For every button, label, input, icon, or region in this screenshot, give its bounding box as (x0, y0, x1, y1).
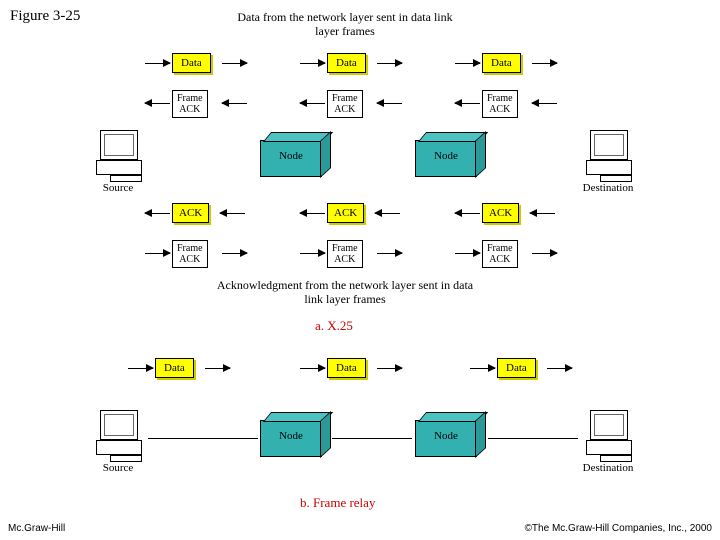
source-label: Source (78, 462, 158, 474)
arrow-right (222, 253, 247, 254)
data-box: Data (327, 53, 366, 73)
arrow-right (300, 368, 325, 369)
top-caption: Data from the network layer sent in data… (230, 10, 460, 39)
data-box: Data (497, 358, 536, 378)
arrow-right (300, 63, 325, 64)
destination-label: Destination (568, 182, 648, 194)
arrow-right (300, 253, 325, 254)
arrow-right (128, 368, 153, 369)
ack-box: ACK (172, 203, 209, 223)
arrow-right (455, 253, 480, 254)
data-box: Data (155, 358, 194, 378)
ack-box: ACK (327, 203, 364, 223)
frame-ack-box: Frame ACK (172, 90, 208, 118)
destination-computer: Destination (580, 130, 635, 180)
footer-left: Mc.Graw-Hill (8, 523, 65, 534)
frame-ack-box: Frame ACK (327, 90, 363, 118)
arrow-left (300, 103, 325, 104)
arrow-left (220, 213, 245, 214)
arrow-right (547, 368, 572, 369)
node-label: Node (261, 430, 321, 442)
arrow-left (145, 103, 170, 104)
footer-right: ©The Mc.Graw-Hill Companies, Inc., 2000 (525, 523, 712, 534)
node-label: Node (416, 430, 476, 442)
arrow-right (470, 368, 495, 369)
caption-b: b. Frame relay (300, 495, 375, 511)
caption-a: a. X.25 (315, 318, 353, 334)
arrow-left (455, 103, 480, 104)
arrow-right (377, 63, 402, 64)
arrow-right (377, 368, 402, 369)
source-label: Source (78, 182, 158, 194)
arrow-left (222, 103, 247, 104)
connector-line (332, 438, 412, 439)
arrow-left (530, 213, 555, 214)
node-cube: Node (260, 420, 322, 457)
arrow-left (455, 213, 480, 214)
frame-ack-box: Frame ACK (327, 240, 363, 268)
node-cube: Node (415, 140, 477, 177)
frame-ack-box: Frame ACK (172, 240, 208, 268)
arrow-left (377, 103, 402, 104)
arrow-left (532, 103, 557, 104)
arrow-right (455, 63, 480, 64)
arrow-right (145, 253, 170, 254)
arrow-right (377, 253, 402, 254)
destination-label: Destination (568, 462, 648, 474)
arrow-left (375, 213, 400, 214)
data-box: Data (482, 53, 521, 73)
arrow-right (205, 368, 230, 369)
frame-ack-box: Frame ACK (482, 240, 518, 268)
ack-box: ACK (482, 203, 519, 223)
destination-computer: Destination (580, 410, 635, 460)
arrow-left (300, 213, 325, 214)
connector-line (148, 438, 258, 439)
arrow-left (145, 213, 170, 214)
frame-ack-box: Frame ACK (482, 90, 518, 118)
mid-caption: Acknowledgment from the network layer se… (210, 278, 480, 307)
arrow-right (145, 63, 170, 64)
arrow-right (532, 253, 557, 254)
node-cube: Node (415, 420, 477, 457)
source-computer: Source (90, 410, 145, 460)
node-label: Node (261, 150, 321, 162)
arrow-right (532, 63, 557, 64)
figure-title: Figure 3-25 (10, 8, 80, 25)
arrow-right (222, 63, 247, 64)
data-box: Data (327, 358, 366, 378)
connector-line (488, 438, 578, 439)
data-box: Data (172, 53, 211, 73)
source-computer: Source (90, 130, 145, 180)
node-label: Node (416, 150, 476, 162)
node-cube: Node (260, 140, 322, 177)
